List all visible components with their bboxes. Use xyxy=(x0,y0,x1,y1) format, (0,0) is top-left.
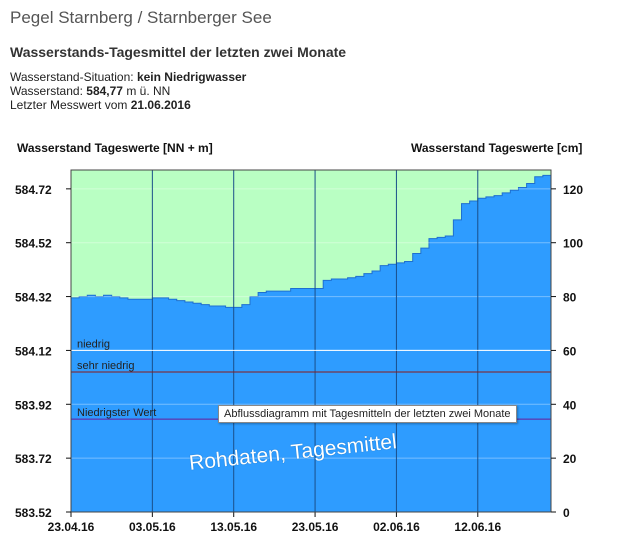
x-tick-label: 13.05.16 xyxy=(210,520,257,534)
level-row: Wasserstand: 584,77 m ü. NN xyxy=(10,84,170,98)
right-tick-label: 60 xyxy=(563,344,577,358)
left-tick-label: 583.72 xyxy=(15,452,52,466)
left-tick-label: 584.32 xyxy=(15,291,52,305)
section-title: Wasserstands-Tagesmittel der letzten zwe… xyxy=(10,44,347,60)
x-tick-label: 23.04.16 xyxy=(48,520,95,534)
plot-frame xyxy=(70,169,552,513)
situation-row: Wasserstand-Situation: kein Niedrigwasse… xyxy=(10,70,246,84)
chart-tooltip: Abflussdiagramm mit Tagesmitteln der let… xyxy=(218,405,517,423)
left-tick-label: 583.52 xyxy=(15,506,52,520)
level-label: Wasserstand: xyxy=(10,84,83,98)
right-tick-label: 0 xyxy=(563,506,570,520)
x-tick-label: 03.05.16 xyxy=(129,520,176,534)
water-level-area xyxy=(71,175,551,512)
last-measurement-label: Letzter Messwert vom xyxy=(10,98,128,112)
reference-line-label: Niedrigster Wert xyxy=(77,407,156,419)
situation-label: Wasserstand-Situation: xyxy=(10,70,134,84)
left-tick-label: 584.12 xyxy=(15,344,52,358)
reference-line-label: sehr niedrig xyxy=(77,360,134,372)
left-tick-label: 583.92 xyxy=(15,398,52,412)
left-tick-label: 584.52 xyxy=(15,237,52,251)
level-value: 584,77 xyxy=(86,84,123,98)
right-tick-label: 120 xyxy=(563,183,583,197)
right-axis-title: Wasserstand Tageswerte [cm] xyxy=(411,141,583,155)
last-measurement-date: 21.06.2016 xyxy=(130,98,191,112)
last-measurement-row: Letzter Messwert vom 21.06.2016 xyxy=(10,98,191,112)
left-axis-title: Wasserstand Tageswerte [NN + m] xyxy=(17,141,213,155)
right-tick-label: 20 xyxy=(563,452,577,466)
right-tick-label: 100 xyxy=(563,237,583,251)
page-title: Pegel Starnberg / Starnberger See xyxy=(10,8,272,27)
right-tick-label: 40 xyxy=(563,398,577,412)
x-tick-label: 12.06.16 xyxy=(454,520,501,534)
situation-value: kein Niedrigwasser xyxy=(136,70,247,84)
x-tick-label: 02.06.16 xyxy=(373,520,420,534)
right-tick-label: 80 xyxy=(563,291,577,305)
left-tick-label: 584.72 xyxy=(15,183,52,197)
reference-line-label: niedrig xyxy=(77,338,110,350)
x-tick-label: 23.05.16 xyxy=(292,520,339,534)
level-unit: m ü. NN xyxy=(126,84,171,98)
